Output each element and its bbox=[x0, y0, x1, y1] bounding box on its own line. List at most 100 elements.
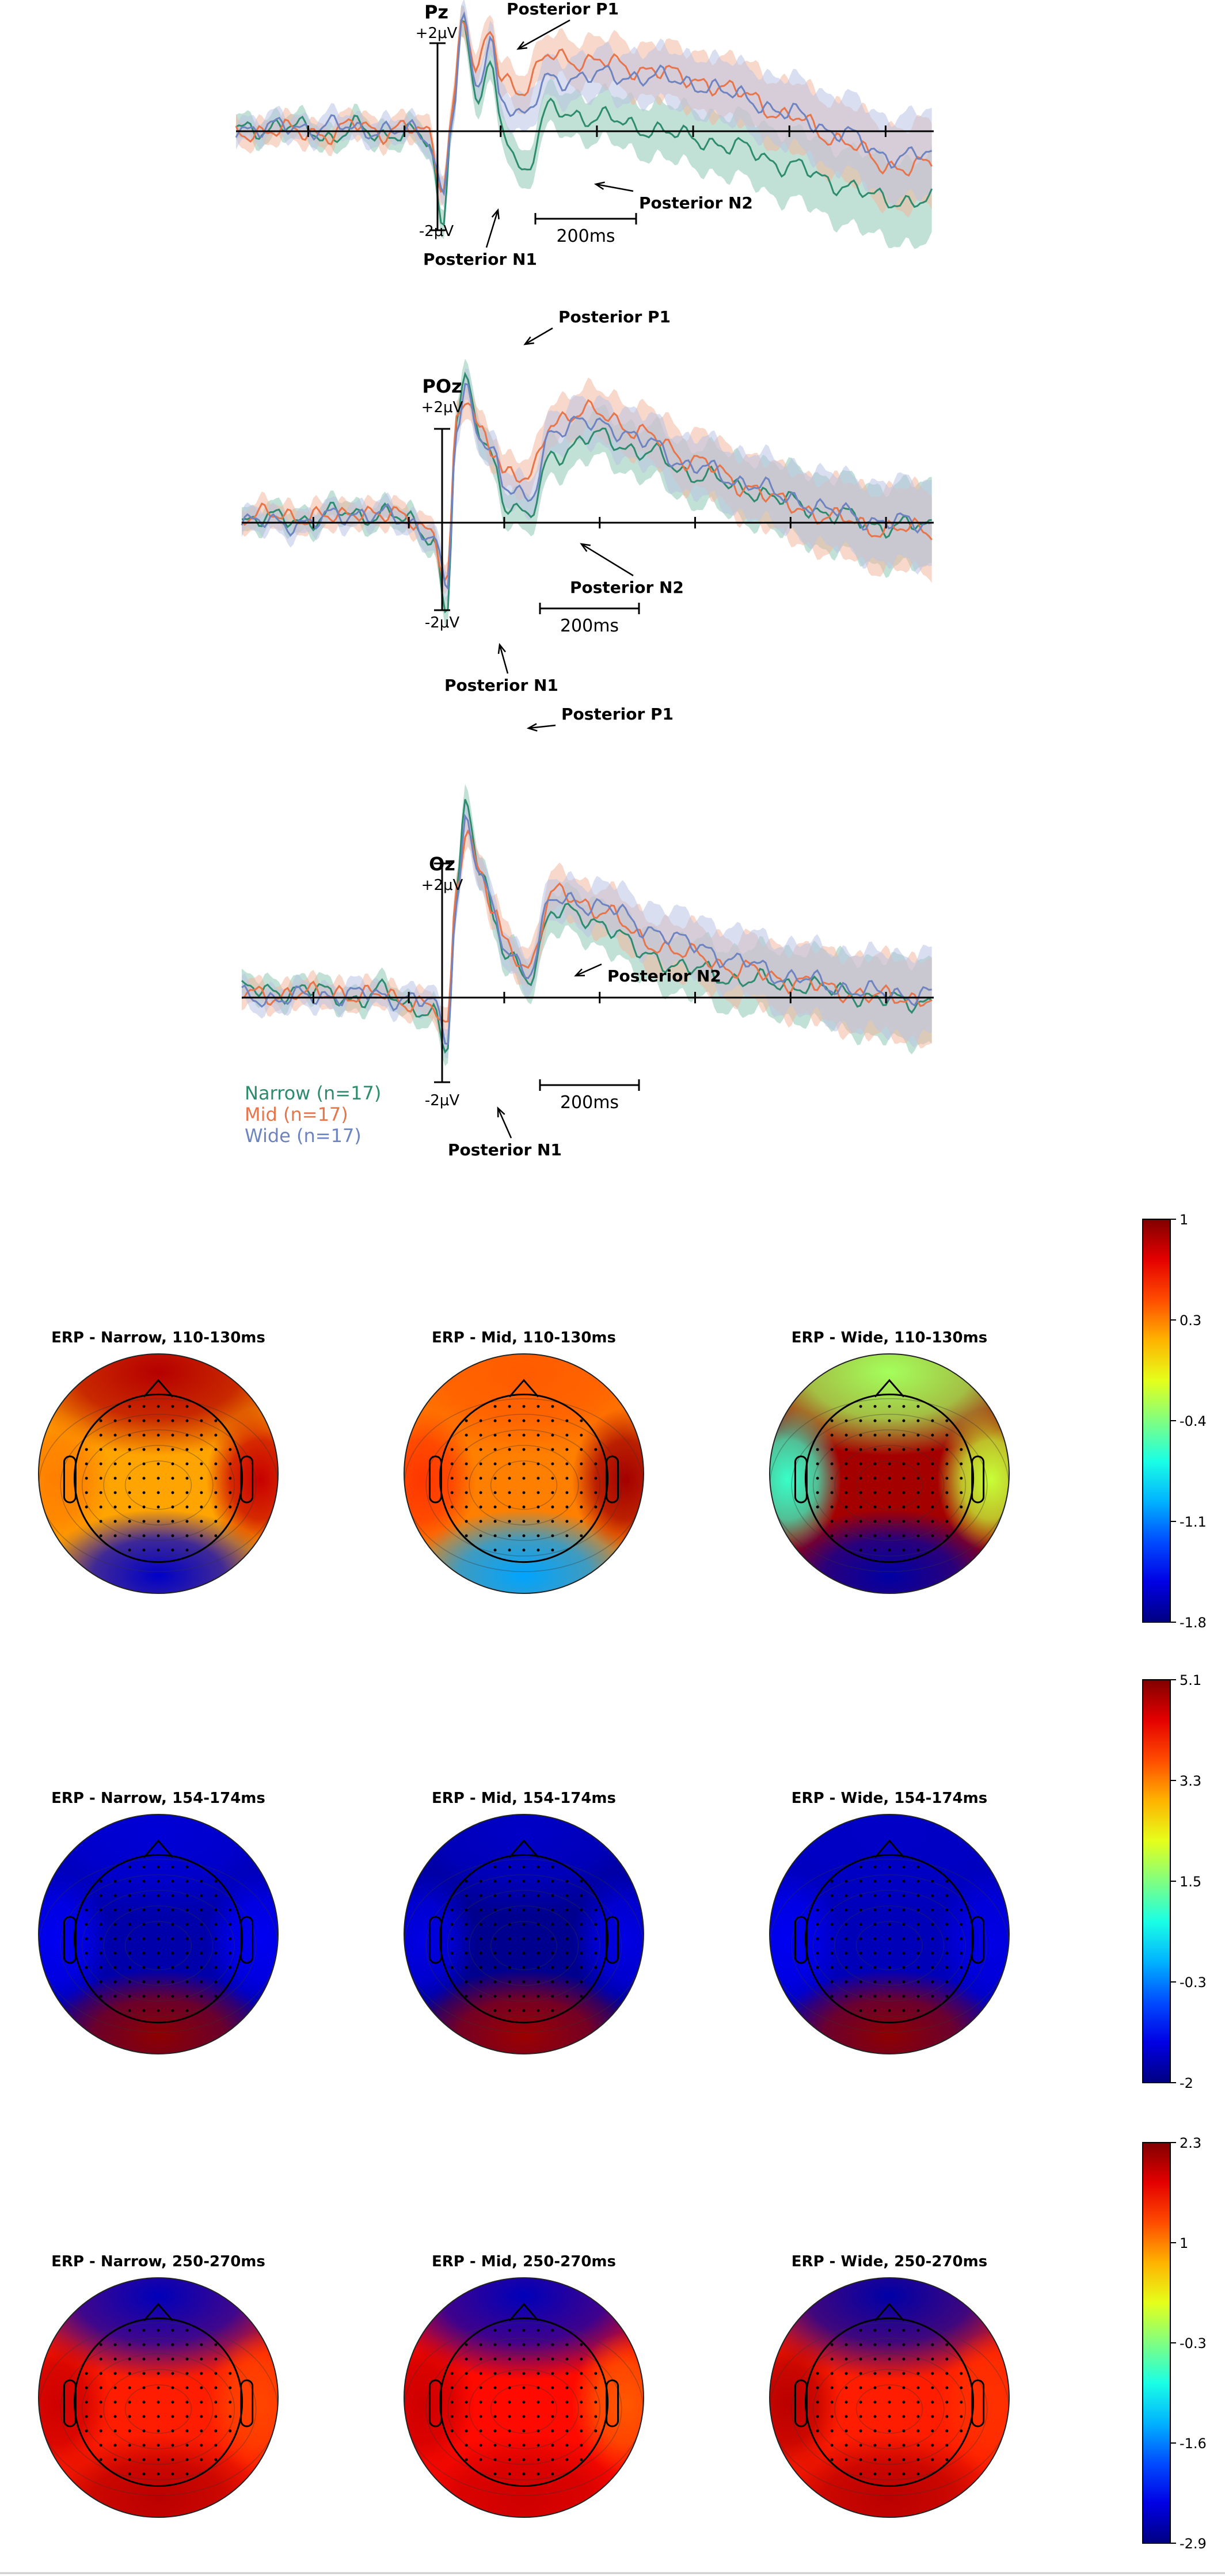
electrode bbox=[522, 2458, 526, 2461]
electrode bbox=[185, 2386, 189, 2389]
electrode bbox=[522, 1448, 526, 1451]
electrode bbox=[171, 2343, 174, 2346]
electrode bbox=[565, 1951, 569, 1955]
electrode bbox=[229, 1966, 232, 1969]
electrode bbox=[142, 1405, 146, 1408]
electrode bbox=[113, 1923, 117, 1926]
electrode bbox=[142, 1966, 146, 1969]
electrode bbox=[888, 2009, 891, 2012]
electrode bbox=[479, 1448, 482, 1451]
electrode bbox=[214, 2400, 218, 2404]
electrode bbox=[171, 1505, 174, 1509]
legend-wide: Wide (n=17) bbox=[245, 1125, 362, 1147]
electrode bbox=[229, 1908, 232, 1912]
electrode bbox=[142, 1419, 146, 1422]
electrode bbox=[916, 2343, 920, 2346]
electrode bbox=[551, 1548, 554, 1552]
electrode bbox=[537, 1879, 540, 1883]
electrode bbox=[830, 1966, 834, 1969]
electrode bbox=[931, 1923, 934, 1926]
electrode bbox=[99, 1908, 102, 1912]
electrode bbox=[873, 1477, 877, 1480]
electrode bbox=[902, 1951, 906, 1955]
electrode bbox=[859, 2386, 862, 2389]
electrode bbox=[200, 1879, 203, 1883]
electrode bbox=[565, 1534, 569, 1538]
electrode bbox=[493, 1966, 497, 1969]
right-ear bbox=[606, 1916, 619, 1964]
electrode bbox=[594, 1448, 598, 1451]
electrode bbox=[565, 2400, 569, 2404]
electrode bbox=[873, 1908, 877, 1912]
electrode bbox=[171, 1548, 174, 1552]
head-boundary bbox=[38, 1814, 279, 2054]
electrode bbox=[99, 1462, 102, 1466]
electrode bbox=[830, 1462, 834, 1466]
electrode bbox=[551, 2357, 554, 2361]
electrode bbox=[185, 2343, 189, 2346]
electrode bbox=[508, 2472, 511, 2476]
topomap: ERP - Mid, 250-270ms bbox=[404, 2253, 644, 2518]
electrode bbox=[99, 2343, 102, 2346]
electrode bbox=[171, 1995, 174, 1998]
electrode bbox=[873, 1894, 877, 1897]
electrode bbox=[873, 2400, 877, 2404]
electrode bbox=[128, 2472, 131, 2476]
nose bbox=[143, 1839, 174, 1858]
electrode bbox=[479, 1505, 482, 1509]
electrode bbox=[859, 1419, 862, 1422]
electrode bbox=[128, 1894, 131, 1897]
electrode bbox=[465, 2357, 468, 2361]
electrode bbox=[99, 1995, 102, 1998]
electrode bbox=[493, 2415, 497, 2418]
electrode bbox=[844, 2429, 848, 2433]
electrode bbox=[537, 1937, 540, 1940]
electrode bbox=[185, 2444, 189, 2447]
electrode bbox=[522, 1477, 526, 1480]
electrode bbox=[99, 1433, 102, 1437]
electrode bbox=[142, 2009, 146, 2012]
electrode bbox=[844, 1894, 848, 1897]
electrode bbox=[594, 1937, 598, 1940]
electrode bbox=[551, 2400, 554, 2404]
electrode bbox=[185, 2009, 189, 2012]
nose bbox=[508, 1839, 539, 1858]
contour-line bbox=[855, 1460, 923, 1510]
electrode bbox=[888, 2400, 891, 2404]
electrode bbox=[916, 2472, 920, 2476]
electrode bbox=[931, 1505, 934, 1509]
topomap: ERP - Wide, 154-174ms bbox=[769, 1790, 1010, 2054]
electrode bbox=[171, 2009, 174, 2012]
electrode bbox=[859, 1980, 862, 1984]
colorbar-tick-label: 3.3 bbox=[1180, 1773, 1201, 1789]
electrode bbox=[185, 2472, 189, 2476]
electrode bbox=[157, 1477, 160, 1480]
electrode bbox=[580, 2386, 583, 2389]
electrode bbox=[522, 1505, 526, 1509]
electrode bbox=[960, 1462, 963, 1466]
colorbar-gradient bbox=[1142, 1219, 1171, 1623]
electrode bbox=[99, 1937, 102, 1940]
electrode bbox=[916, 1908, 920, 1912]
electrode bbox=[171, 1865, 174, 1869]
region-front bbox=[404, 2278, 644, 2380]
annotation-arrowhead bbox=[580, 543, 591, 552]
electrode bbox=[830, 2400, 834, 2404]
electrode bbox=[157, 1923, 160, 1926]
electrode bbox=[859, 2009, 862, 2012]
electrode bbox=[142, 1548, 146, 1552]
electrode bbox=[551, 1966, 554, 1969]
electrode bbox=[945, 1879, 949, 1883]
electrode bbox=[945, 2372, 949, 2375]
amp-minus-label: -2μV bbox=[425, 1092, 459, 1109]
electrode bbox=[493, 1908, 497, 1912]
electrode bbox=[960, 2415, 963, 2418]
electrode bbox=[99, 2400, 102, 2404]
electrode bbox=[200, 2372, 203, 2375]
electrode bbox=[465, 1419, 468, 1422]
electrode bbox=[859, 1520, 862, 1523]
electrode bbox=[200, 2400, 203, 2404]
electrode bbox=[551, 1951, 554, 1955]
electrode bbox=[551, 1923, 554, 1926]
electrode bbox=[99, 2372, 102, 2375]
